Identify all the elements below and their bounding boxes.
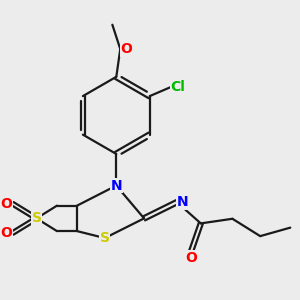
Text: N: N xyxy=(177,195,188,209)
Text: S: S xyxy=(100,231,110,245)
Text: Cl: Cl xyxy=(170,80,185,94)
Text: O: O xyxy=(120,42,132,56)
Text: O: O xyxy=(1,197,13,211)
Text: S: S xyxy=(32,212,41,225)
Text: N: N xyxy=(110,178,122,193)
Text: O: O xyxy=(1,226,13,240)
Text: O: O xyxy=(185,251,197,265)
